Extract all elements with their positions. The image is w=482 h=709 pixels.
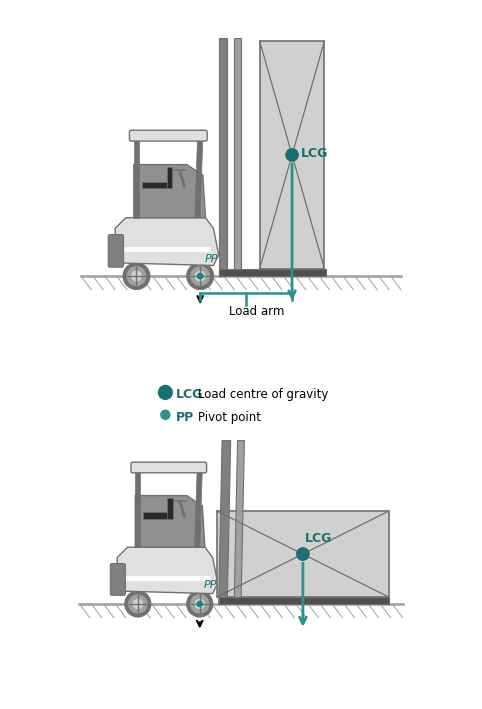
Circle shape [286,149,298,161]
FancyBboxPatch shape [131,462,207,473]
Circle shape [133,599,143,608]
Polygon shape [143,513,172,519]
Polygon shape [219,597,389,604]
Circle shape [191,595,209,613]
FancyBboxPatch shape [110,564,125,596]
FancyBboxPatch shape [130,130,207,141]
Text: Load centre of gravity: Load centre of gravity [198,389,328,401]
Circle shape [297,548,309,560]
Polygon shape [134,138,139,218]
Text: PP: PP [204,254,218,264]
Circle shape [127,267,146,286]
Circle shape [198,274,203,279]
Circle shape [129,595,147,613]
Polygon shape [219,440,231,604]
Polygon shape [260,41,324,269]
Polygon shape [117,547,218,593]
Circle shape [125,591,151,617]
FancyBboxPatch shape [108,235,123,267]
Polygon shape [125,576,210,581]
Polygon shape [234,38,241,276]
Circle shape [123,263,150,289]
Polygon shape [167,167,172,189]
Polygon shape [135,496,205,547]
Polygon shape [195,470,202,547]
Circle shape [161,411,170,419]
Polygon shape [219,38,228,276]
Circle shape [195,599,204,608]
FancyBboxPatch shape [67,7,415,354]
Polygon shape [123,247,211,252]
Circle shape [132,272,141,281]
Polygon shape [217,511,389,597]
Polygon shape [234,440,244,604]
Circle shape [195,272,205,281]
Text: Load arm: Load arm [229,305,284,318]
Circle shape [187,263,214,289]
Polygon shape [168,498,173,519]
Text: PP: PP [175,411,194,424]
Polygon shape [219,269,326,276]
Circle shape [197,601,202,606]
Polygon shape [115,218,219,265]
FancyBboxPatch shape [66,354,416,705]
Polygon shape [142,182,171,189]
Text: Pivot point: Pivot point [198,411,261,424]
Circle shape [159,386,172,399]
Text: LCG: LCG [305,532,332,545]
Text: LCG: LCG [301,147,328,160]
Polygon shape [195,138,203,218]
Circle shape [191,267,210,286]
Text: PP: PP [204,581,217,591]
Polygon shape [134,164,205,218]
Circle shape [187,591,213,617]
Text: LCG: LCG [175,389,203,401]
Polygon shape [135,470,140,547]
